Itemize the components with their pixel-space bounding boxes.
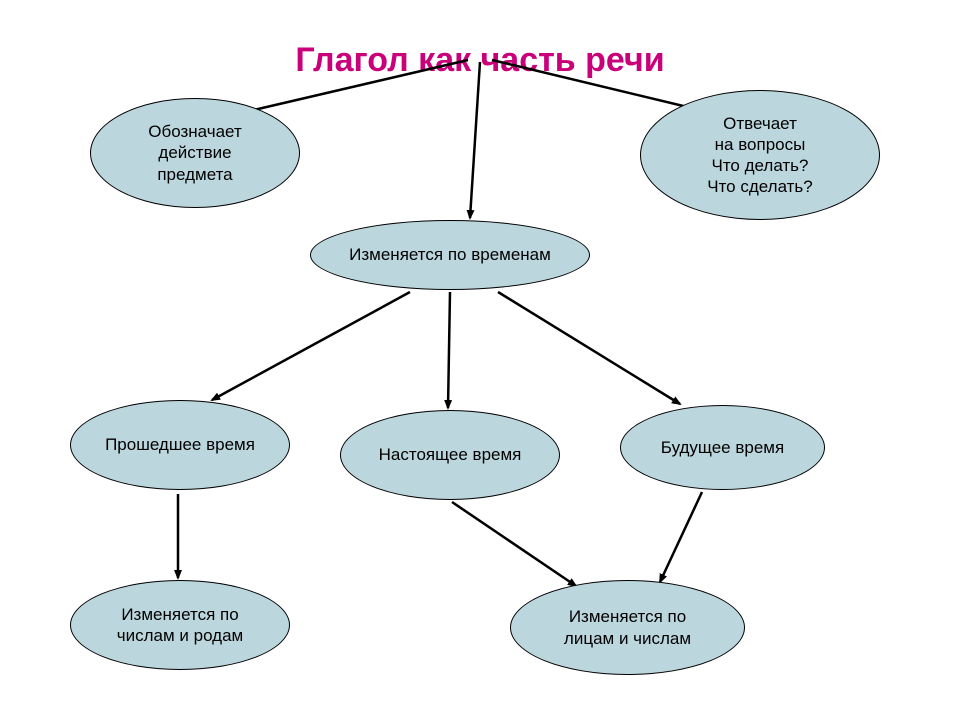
arrow-1 [470, 62, 480, 218]
node-label: Обозначает действие предмета [142, 121, 247, 185]
page-title: Глагол как часть речи [0, 41, 960, 80]
node-label: Настоящее время [373, 444, 528, 465]
node-changes-person-number: Изменяется по лицам и числам [510, 580, 745, 675]
node-changes-number-gender: Изменяется по числам и родам [70, 580, 290, 670]
node-label: Будущее время [655, 437, 790, 458]
node-changes-by-tense: Изменяется по временам [310, 220, 590, 290]
node-label: Отвечает на вопросы Что делать? Что сдел… [701, 113, 819, 198]
node-present-tense: Настоящее время [340, 410, 560, 500]
node-past-tense: Прошедшее время [70, 400, 290, 490]
node-future-tense: Будущее время [620, 405, 825, 490]
arrow-7 [452, 502, 576, 586]
node-label: Изменяется по лицам и числам [558, 606, 697, 649]
arrow-5 [498, 292, 680, 404]
diagram-stage: Глагол как часть речи Обозначает действи… [0, 0, 960, 720]
node-label: Прошедшее время [99, 434, 261, 455]
arrow-4 [448, 292, 450, 408]
node-label: Изменяется по числам и родам [111, 604, 249, 647]
arrow-3 [212, 292, 410, 400]
arrow-8 [660, 492, 702, 582]
node-answers-questions: Отвечает на вопросы Что делать? Что сдел… [640, 90, 880, 220]
node-label: Изменяется по временам [343, 244, 557, 265]
node-denotes-action: Обозначает действие предмета [90, 98, 300, 208]
